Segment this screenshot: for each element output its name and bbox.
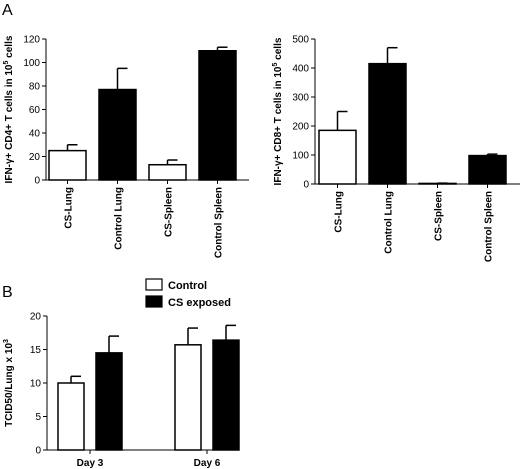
x-category-label: Day 3	[77, 458, 104, 469]
y-tick-label: 40	[29, 129, 41, 140]
y-tick-label: 20	[30, 312, 42, 323]
y-tick-label: 20	[29, 152, 41, 163]
bar	[148, 163, 187, 181]
chart-cd4-ifn-gamma: 0 20 40 60 80 100 120 IFN-γ+ CD4+ T cells in 10…	[3, 35, 249, 258]
bar	[198, 50, 237, 181]
y-tick-label: 400	[292, 64, 309, 75]
y-axis-label: IFN-γ+ CD8+ T cells in 105 cells	[272, 37, 284, 185]
bar	[174, 344, 202, 451]
x-category-label: CS-Lung	[64, 187, 75, 229]
y-tick-label: 500	[292, 35, 309, 46]
bar	[212, 339, 240, 451]
x-category-label: Day 6	[194, 458, 221, 469]
chart-cd8-ifn-gamma: 0 100 200 300 400 500 IFN-γ+ CD8+ T cells in 1…	[272, 35, 520, 262]
y-axis-label: TCID50/Lung x 103	[3, 339, 15, 427]
y-tick-label: 0	[303, 180, 309, 191]
x-category-label: Control Spleen	[484, 191, 495, 262]
y-tick-label: 100	[292, 151, 309, 162]
x-category-label: CS-Lung	[334, 191, 345, 233]
x-category-label: Control Lung	[384, 191, 395, 254]
panel-label-b: B	[2, 284, 13, 301]
legend-label: CS exposed	[168, 297, 231, 309]
bar	[318, 129, 357, 185]
y-axis-label: IFN-γ+ CD4+ T cells in 105 cells	[3, 35, 15, 183]
legend-swatch	[145, 278, 163, 291]
x-category-label: Control Spleen	[214, 187, 225, 258]
y-tick-label: 80	[29, 82, 41, 93]
y-tick-label: 60	[29, 105, 41, 116]
bar	[57, 382, 85, 451]
bar	[98, 88, 137, 181]
bar	[468, 154, 507, 185]
bar	[95, 352, 123, 451]
chart-tcid50-lung: 0 5 10 15 20 TCID50/Lung x 103 Day 3 Day 6 Contr…	[3, 278, 240, 469]
bar	[48, 149, 87, 181]
bar	[368, 62, 407, 185]
x-category-label: CS-Spleen	[164, 187, 175, 237]
y-tick-label: 0	[34, 176, 40, 187]
y-tick-label: 5	[35, 412, 41, 423]
legend-swatch	[145, 295, 163, 308]
panel-label-a: A	[2, 2, 13, 19]
y-tick-label: 120	[23, 35, 40, 46]
y-tick-label: 0	[35, 446, 41, 457]
y-tick-label: 10	[30, 379, 42, 390]
legend-label: Control	[168, 280, 207, 292]
y-tick-label: 300	[292, 93, 309, 104]
x-category-label: Control Lung	[114, 187, 125, 250]
y-tick-label: 100	[23, 58, 40, 69]
y-tick-label: 15	[30, 345, 42, 356]
y-tick-label: 200	[292, 122, 309, 133]
x-category-label: CS-Spleen	[434, 191, 445, 241]
